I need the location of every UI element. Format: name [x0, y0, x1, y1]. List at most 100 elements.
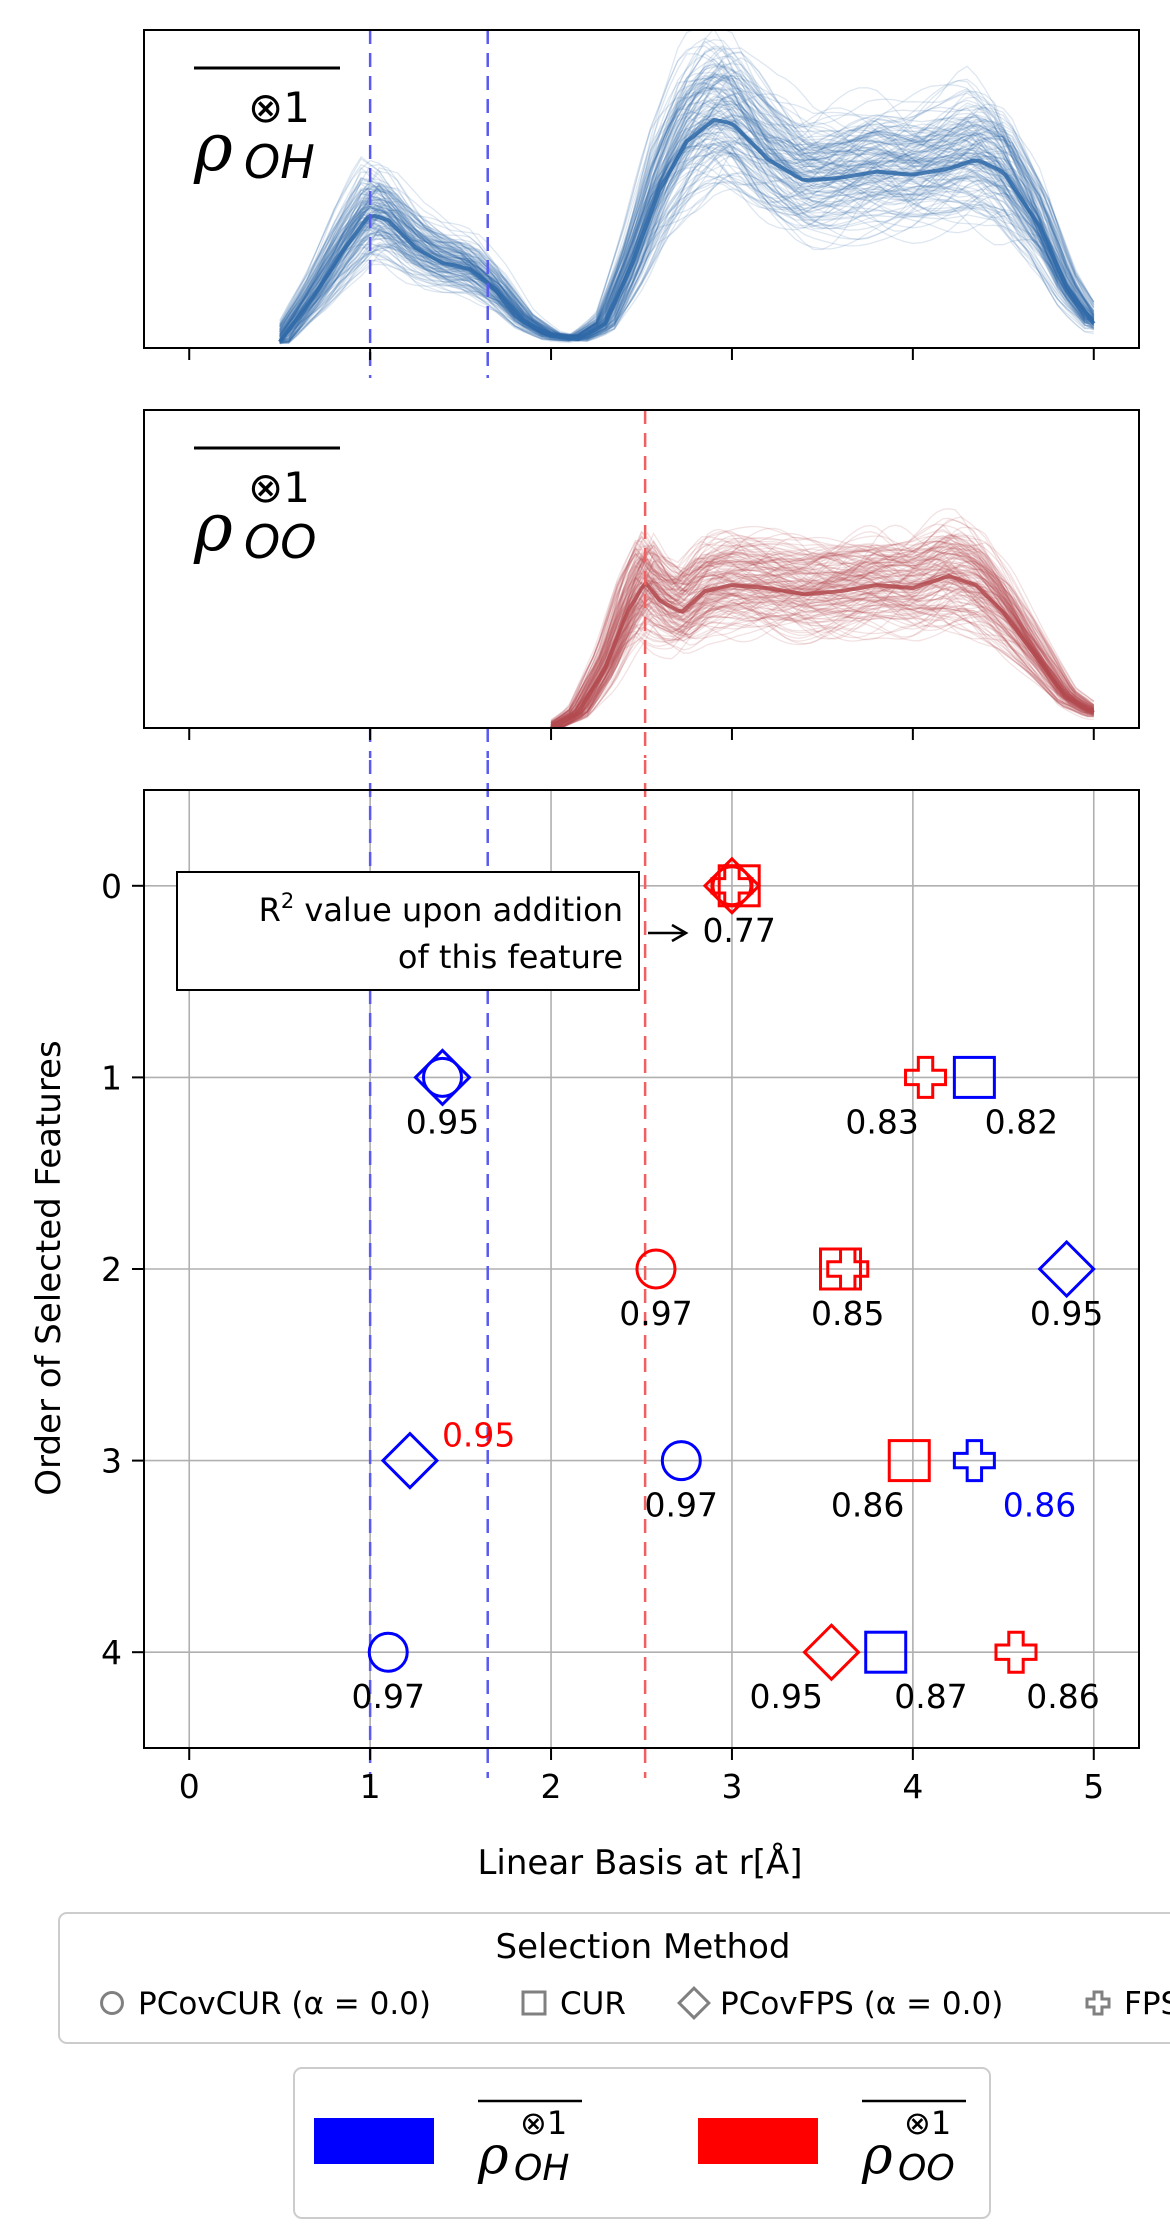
density-curve	[550, 592, 1095, 728]
density-curve	[279, 53, 1095, 340]
bottom-panel: 0.77 0.95 0.83 0.82 0.97 0.85 0.95 0.95 0.97 0.86…	[29, 760, 1140, 1883]
density-curve	[279, 173, 1095, 345]
density-curve	[279, 75, 1095, 341]
density-curve	[551, 563, 1095, 728]
density-curve	[279, 45, 1095, 339]
density-curve	[279, 90, 1095, 339]
density-curve	[279, 72, 1094, 339]
density-curve	[550, 524, 1094, 724]
density-curve	[279, 154, 1095, 343]
density-curve	[279, 116, 1094, 340]
density-curve	[550, 535, 1095, 728]
density-curve	[279, 144, 1095, 341]
density-curve	[551, 576, 1095, 728]
density-mean-curve	[550, 573, 1095, 728]
method-legend-label: PCovFPS (α = 0.0)	[720, 1986, 1003, 2022]
density-curve	[551, 565, 1095, 728]
density-curve	[279, 75, 1095, 343]
density-curve	[551, 592, 1095, 728]
density-curve	[550, 550, 1095, 728]
density-curve	[279, 81, 1095, 340]
marker-diamond	[1037, 1239, 1096, 1299]
density-curve	[550, 531, 1094, 726]
density-curve	[279, 76, 1095, 338]
density-curve	[279, 138, 1094, 344]
y-tick-label: 2	[101, 1250, 122, 1289]
feature-legend-label-oh: ρ ⊗1 OH	[477, 2099, 582, 2189]
y-tick-label: 3	[101, 1442, 122, 1481]
marker-diamond	[802, 1623, 861, 1682]
density-curve	[279, 87, 1095, 338]
density-curve	[551, 526, 1095, 728]
r2-value-label: 0.77	[702, 911, 775, 950]
density-curve	[550, 561, 1094, 726]
density-curve	[551, 543, 1095, 728]
density-curve	[279, 118, 1094, 342]
density-curve	[279, 69, 1095, 342]
density-curve	[550, 536, 1095, 728]
density-curve	[550, 558, 1094, 726]
density-curve	[550, 544, 1095, 728]
density-curve	[279, 99, 1095, 340]
marker-plus	[904, 1055, 948, 1099]
density-curve	[550, 534, 1095, 727]
x-tick-label: 4	[902, 1767, 923, 1806]
density-curve	[279, 152, 1095, 345]
selection-method-legend: Selection Method PCovCUR (α = 0.0) CUR PCo…	[58, 1912, 1170, 2044]
density-curve	[551, 516, 1095, 728]
density-curve	[550, 558, 1094, 726]
density-curve	[551, 544, 1095, 728]
r2-value-label: 0.86	[1026, 1677, 1099, 1716]
density-curve	[550, 531, 1095, 727]
density-curve	[279, 64, 1095, 338]
density-curve	[279, 74, 1095, 338]
density-curve	[279, 148, 1094, 341]
density-curve	[550, 598, 1094, 728]
density-curve	[279, 47, 1095, 339]
density-curve	[279, 97, 1095, 344]
density-curve	[279, 113, 1095, 342]
method-legend-entries: PCovCUR (α = 0.0) CUR PCovFPS (α = 0.0) FPS	[100, 1986, 1170, 2022]
r2-value-label: 0.97	[619, 1294, 692, 1333]
density-curve	[551, 572, 1095, 728]
density-curve	[279, 82, 1094, 339]
r2-value-label: 0.86	[831, 1486, 904, 1525]
density-curve	[279, 95, 1095, 343]
density-curve	[279, 86, 1095, 342]
density-curve	[279, 105, 1095, 338]
density-curve	[279, 57, 1095, 342]
density-curve	[279, 72, 1095, 338]
density-curve	[279, 132, 1094, 342]
density-curve	[551, 587, 1095, 728]
density-curve	[279, 143, 1095, 340]
density-curve	[550, 564, 1095, 728]
x-tick-label: 2	[541, 1767, 562, 1806]
top-vlines	[368, 30, 489, 378]
density-curve	[550, 552, 1094, 724]
svg-text:⊗1: ⊗1	[904, 2104, 951, 2142]
feature-legend-swatch-oo	[698, 2118, 818, 2164]
density-curve	[551, 553, 1095, 728]
middle-label-main: ρ	[193, 489, 233, 566]
annotation-frame	[176, 871, 640, 991]
density-curve	[550, 573, 1094, 727]
density-curve	[279, 180, 1095, 345]
r2-value-label: 0.97	[645, 1486, 718, 1525]
top-panel-frame	[143, 29, 1140, 349]
density-curve	[279, 39, 1095, 337]
density-mean-curve	[278, 117, 1096, 344]
density-curve	[550, 533, 1095, 728]
density-curve	[279, 115, 1095, 340]
middle-panel-label: ρ ⊗1 OO	[193, 446, 340, 569]
density-curve	[279, 100, 1095, 343]
middle-panel: ρ ⊗1 OO	[143, 409, 1140, 758]
density-curve	[551, 573, 1095, 728]
density-curve	[550, 531, 1095, 728]
density-curve	[550, 543, 1095, 728]
density-curve	[279, 86, 1094, 339]
density-curve	[550, 600, 1094, 726]
density-curve	[279, 153, 1095, 343]
density-curve	[279, 74, 1095, 339]
density-curve	[550, 580, 1094, 726]
